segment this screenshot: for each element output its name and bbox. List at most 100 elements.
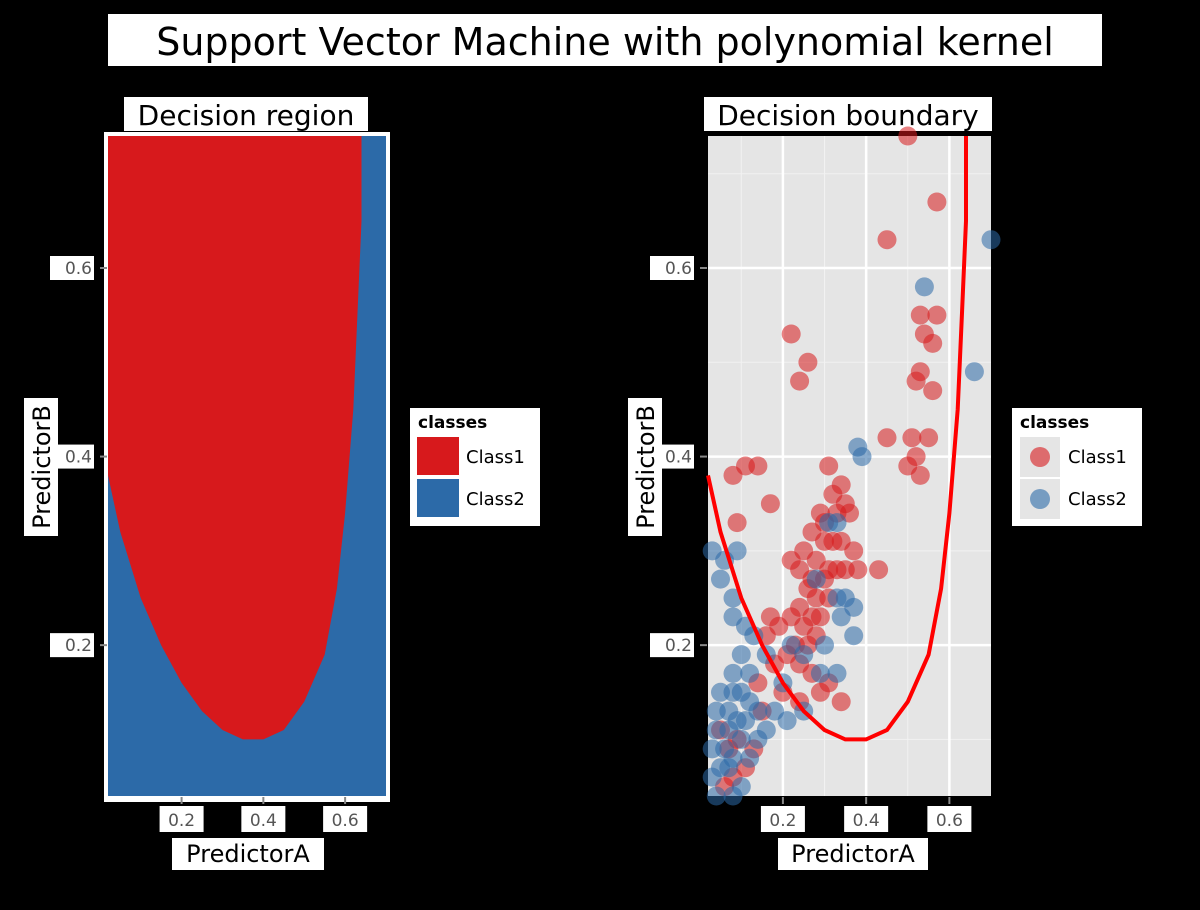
scatter-point-class1 [927,192,947,212]
boundary-y-tick-label: 0.4 [665,448,692,468]
scatter-point-class2 [827,663,847,683]
boundary-y-tick-label: 0.2 [665,636,692,656]
scatter-point-class1 [877,428,897,448]
boundary-title-bg [704,97,992,131]
boundary-legend-title: classes [1020,413,1089,433]
scatter-point-class2 [765,701,785,721]
scatter-point-class1 [748,456,768,476]
region-y-tick-label: 0.2 [65,636,92,656]
scatter-point-class1 [919,428,939,448]
region-y-tick-label: 0.6 [65,259,92,279]
boundary-x-tick-label: 0.6 [936,811,963,831]
scatter-point-class2 [844,626,864,646]
region-legend-label-class1: Class1 [466,447,525,468]
scatter-point-class1 [760,494,780,514]
boundary-x-tick-bg [760,806,805,832]
scatter-point-class2 [827,513,847,533]
scatter-point-class2 [723,663,743,683]
region-x-tick-bg [323,806,368,832]
region-title-bg [124,97,368,131]
scatter-point-class2 [794,645,814,665]
scatter-point-class1 [848,560,868,580]
boundary-y-axis: 0.2 0.4 0.6 [650,256,707,658]
scatter-point-class1 [869,560,889,580]
scatter-point-class1 [910,465,930,485]
boundary-legend: classes Class1 Class2 [1012,408,1142,526]
region-legend-swatch-class2 [415,477,461,519]
boundary-x-tick-label: 0.4 [853,811,880,831]
scatter-point-class1 [781,324,801,344]
scatter-point-class2 [815,635,834,655]
scatter-point-class2 [981,230,1001,250]
region-y-axis-title: PredictorB [28,405,56,529]
main-title: Support Vector Machine with polynomial k… [156,20,1054,64]
boundary-legend-dot-class1 [1030,447,1050,467]
region-x-tick-label: 0.6 [332,811,359,831]
scatter-point-class2 [964,362,984,382]
region-xlabel-bg [172,838,324,870]
scatter-point-class1 [723,465,743,485]
scatter-point-class1 [927,305,947,325]
scatter-point-class2 [852,447,872,467]
scatter-point-class2 [810,663,830,683]
scatter-point-class2 [914,277,934,297]
scatter-point-class2 [727,541,747,561]
scatter-point-class2 [719,758,739,778]
region-y-tick-label: 0.4 [65,448,92,468]
scatter-point-class1 [798,352,818,372]
region-y-axis: 0.2 0.4 0.6 [50,256,107,658]
scatter-point-class2 [756,720,776,740]
boundary-panel: Decision boundary 0.2 0.4 0.6 0.2 0.4 0.6 Pr… [628,97,1142,870]
boundary-legend-label-class1: Class1 [1068,447,1127,468]
region-x-tick-bg [159,806,204,832]
scatter-point-class2 [806,569,826,589]
region-panel: Decision region 0.2 0.4 0.6 0.2 0.4 0.6 Pred… [24,97,540,870]
scatter-point-class1 [727,513,747,533]
boundary-y-tick-bg [650,633,694,658]
boundary-curve [706,136,968,742]
scatter-point-class1 [898,126,918,146]
region-ylabel-bg [24,398,58,536]
region-legend-title: classes [418,413,487,433]
boundary-x-tick-bg [844,806,889,832]
scatter-point-class1 [923,381,943,401]
region-x-tick-bg [241,806,286,832]
region-legend-label-class2: Class2 [466,489,525,510]
boundary-ylabel-bg [628,398,662,536]
scatter-point-class1 [810,607,830,627]
scatter-point-class2 [731,645,751,665]
boundary-legend-label-class2: Class2 [1068,489,1127,510]
scatter-point-class2 [740,748,760,768]
scatter-point-class1 [923,333,943,353]
scatter-point-class2 [723,786,743,806]
boundary-y-tick-bg [650,256,694,280]
boundary-x-tick-bg [927,806,972,832]
boundary-x-axis: 0.2 0.4 0.6 [760,797,972,832]
region-y-tick-bg [50,256,94,280]
scatter-point-class1 [844,541,864,561]
scatter-point-class2 [706,786,726,806]
scatter-point-class1 [906,371,926,391]
region-class1-area [108,136,362,740]
scatter-point-class2 [711,569,730,589]
scatter-point-class2 [702,767,722,787]
scatter-point-class2 [731,729,751,749]
scatter-point-class1 [819,456,839,476]
boundary-points [702,126,1001,806]
boundary-x-tick-label: 0.2 [769,811,796,831]
region-x-axis-title: PredictorA [186,840,310,868]
region-panel-title: Decision region [138,99,355,132]
boundary-panel-title: Decision boundary [717,99,979,132]
region-legend-swatch-class1 [415,435,461,477]
scatter-point-class2 [736,711,755,731]
scatter-point-class1 [831,692,851,712]
region-legend: classes Class1 Class2 [410,408,540,526]
scatter-point-class1 [877,230,897,250]
boundary-x-axis-title: PredictorA [791,840,915,868]
main-title-bg [108,14,1102,66]
boundary-legend-dot-class2 [1030,489,1050,509]
region-x-axis: 0.2 0.4 0.6 [159,797,368,832]
region-x-tick-label: 0.4 [250,811,277,831]
region-y-tick-bg [50,633,94,658]
